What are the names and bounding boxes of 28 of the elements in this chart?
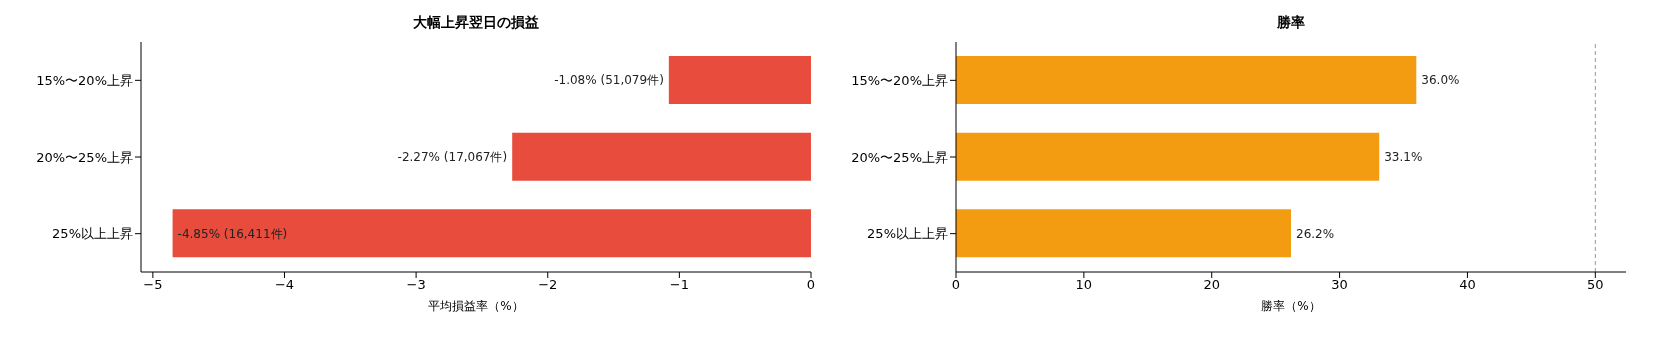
x-tick-label: 20: [1203, 277, 1220, 293]
data-label: 36.0%: [1421, 73, 1460, 88]
y-tick-label: 25%以上上昇: [52, 226, 133, 242]
x-tick-label: −4: [274, 277, 295, 293]
y-tick-label: 20%〜25%上昇: [851, 149, 948, 165]
x-tick-label: 10: [1075, 277, 1093, 293]
x-tick-label: −1: [669, 277, 689, 293]
data-label: -2.27% (17,067件): [397, 149, 508, 164]
y-tick-label: 15%〜20%上昇: [851, 72, 948, 88]
x-tick-label: 50: [1587, 277, 1604, 293]
y-tick-label: 25%以上上昇: [867, 226, 948, 242]
x-tick-label: 0: [951, 277, 961, 293]
chart-title: 大幅上昇翌日の損益: [412, 14, 540, 32]
data-label: -4.85% (16,411件): [177, 226, 288, 241]
x-axis-title: 勝率（%）: [1261, 299, 1321, 313]
data-label: -1.08% (51,079件): [554, 73, 664, 88]
data-label: 33.1%: [1384, 149, 1423, 164]
x-tick-label: 0: [806, 277, 816, 293]
x-axis-title: 平均損益率（%）: [428, 299, 524, 313]
y-tick-label: 15%〜20%上昇: [36, 72, 133, 88]
chart-title: 勝率: [1276, 14, 1306, 32]
data-label: 26.2%: [1296, 226, 1335, 241]
y-tick-label: 20%〜25%上昇: [36, 149, 133, 165]
x-tick-label: 30: [1331, 277, 1348, 293]
x-tick-label: −5: [143, 277, 163, 293]
x-tick-label: −3: [406, 277, 426, 293]
x-tick-label: −2: [538, 277, 558, 293]
x-tick-label: 40: [1459, 277, 1476, 293]
